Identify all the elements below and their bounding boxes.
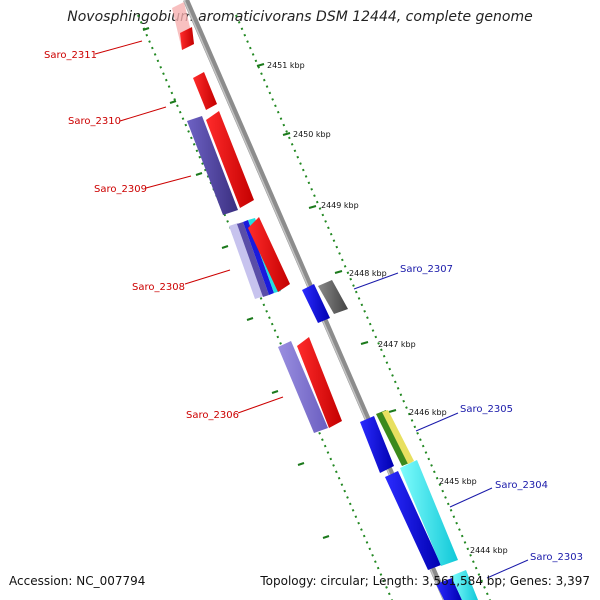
gene-label-saro-2311[interactable]: Saro_2311 [44,50,97,61]
feature-stripe-light [229,223,264,299]
tick-label: 2451 kbp [267,61,305,70]
gene-label-saro-2307[interactable]: Saro_2307 [400,264,453,275]
gene-label-saro-2309[interactable]: Saro_2309 [94,184,147,195]
tick-label: 2447 kbp [378,340,416,349]
gene-label-saro-2303[interactable]: Saro_2303 [530,552,583,563]
gene-saro-2308[interactable] [248,217,290,292]
gene-saro-2305[interactable] [360,416,394,473]
feature-yellow-stripe [382,410,414,464]
feature-stripe-purple [237,222,269,297]
left-ruler-ticks [142,27,330,539]
gene-label-saro-2305[interactable]: Saro_2305 [460,404,513,415]
gene-saro-2309[interactable] [206,111,254,208]
gene-label-saro-2310[interactable]: Saro_2310 [68,116,121,127]
left-ruler-dots [137,14,393,600]
tick-label: 2449 kbp [321,201,359,210]
leader-line [145,175,192,189]
gene-saro-2307[interactable] [302,284,330,323]
forward-strand-features [172,2,342,433]
gene-saro-2304[interactable] [385,471,441,570]
leader-line [184,269,231,285]
leader-line [353,272,399,290]
tick-label: 2446 kbp [409,408,447,417]
accession-text: Accession: NC_007794 [9,574,146,588]
gene-saro-2310[interactable] [193,72,217,110]
tick-labels: 2451 kbp 2450 kbp 2449 kbp 2448 kbp 2447… [267,61,508,555]
gene-label-saro-2306[interactable]: Saro_2306 [186,410,239,421]
gene-saro-2303[interactable] [436,578,462,600]
leader-line [94,40,143,55]
right-ruler-dots [235,14,491,600]
leader-line [449,487,493,508]
forward-gene-labels: Saro_2311 Saro_2310 Saro_2309 Saro_2308 … [44,40,284,421]
reverse-gene-labels: Saro_2307 Saro_2305 Saro_2304 Saro_2303 [353,264,583,579]
reverse-strand-features [302,280,478,600]
tick-label: 2448 kbp [349,269,387,278]
gene-saro-2306[interactable] [297,337,342,428]
gene-label-saro-2304[interactable]: Saro_2304 [495,480,548,491]
tick-label: 2444 kbp [470,546,508,555]
tick-label: 2445 kbp [439,477,477,486]
feature-cyan-block-2 [451,570,478,600]
feature-cyan-block [400,460,458,566]
gene-label-saro-2308[interactable]: Saro_2308 [132,282,185,293]
tick-label: 2450 kbp [293,130,331,139]
feature-gray-block [318,280,348,314]
leader-line [237,396,284,414]
feature-purple-block [187,116,238,215]
feature-lavender-block [278,341,328,433]
feature-stripe-blue [243,220,274,295]
genome-summary-text: Topology: circular; Length: 3,561,584 bp… [260,574,590,588]
leader-line [415,412,459,432]
gene-saro-2311[interactable] [180,27,194,50]
leader-line [486,559,529,579]
leader-line [119,106,167,122]
